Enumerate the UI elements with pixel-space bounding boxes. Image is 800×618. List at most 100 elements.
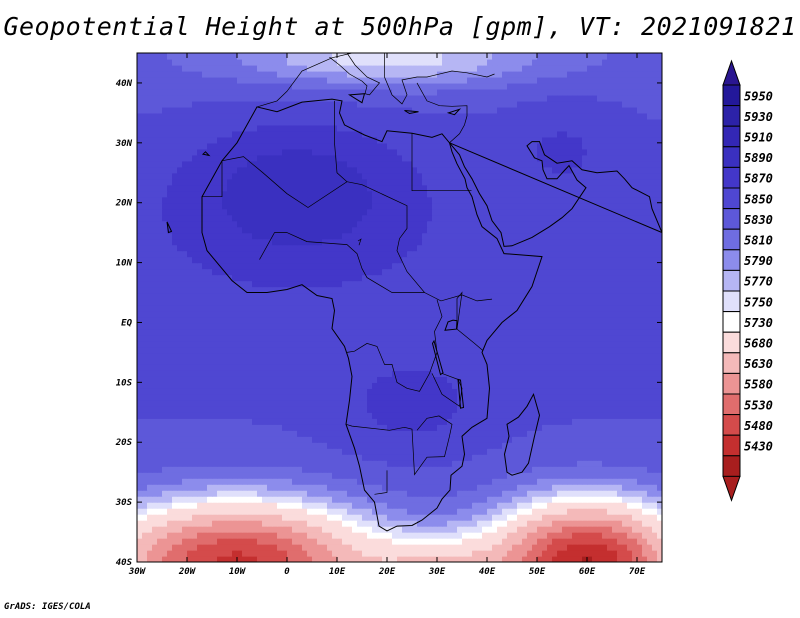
field-cell [432, 460, 438, 467]
field-cell [172, 460, 178, 467]
field-cell [172, 340, 178, 348]
field-cell [592, 292, 598, 300]
field-cell [217, 490, 223, 497]
field-cell [297, 406, 303, 413]
field-cell [307, 550, 313, 557]
field-cell [237, 550, 243, 557]
field-cell [632, 478, 638, 485]
field-cell [422, 286, 428, 294]
field-cell [582, 544, 588, 551]
field-cell [332, 442, 338, 449]
field-cell [397, 520, 403, 527]
field-cell [412, 298, 418, 306]
field-cell [272, 466, 278, 473]
field-cell [397, 448, 403, 455]
field-cell [342, 286, 348, 294]
field-cell [477, 496, 483, 503]
field-cell [377, 400, 383, 407]
field-cell [282, 550, 288, 557]
field-cell [437, 280, 443, 288]
field-cell [382, 442, 388, 449]
field-cell [627, 304, 633, 312]
field-cell [587, 346, 593, 354]
field-cell [147, 274, 153, 282]
field-cell [407, 478, 413, 485]
field-cell [187, 526, 193, 533]
field-cell [457, 430, 463, 437]
field-cell [232, 316, 238, 324]
field-cell [317, 460, 323, 467]
field-cell [287, 436, 293, 443]
field-cell [362, 484, 368, 491]
field-cell [267, 520, 273, 527]
field-cell [492, 340, 498, 348]
field-cell [192, 424, 198, 431]
field-cell [292, 466, 298, 473]
field-cell [307, 316, 313, 324]
field-cell [277, 310, 283, 318]
field-cell [627, 478, 633, 485]
field-cell [202, 472, 208, 479]
field-cell [202, 334, 208, 342]
field-cell [632, 364, 638, 371]
field-cell [587, 460, 593, 467]
field-cell [457, 436, 463, 443]
field-cell [147, 508, 153, 515]
field-cell [367, 394, 373, 401]
field-cell [557, 436, 563, 443]
field-cell [192, 430, 198, 437]
field-cell [412, 430, 418, 437]
field-cell [617, 442, 623, 449]
field-cell [547, 340, 553, 348]
field-cell [572, 430, 578, 437]
field-cell [332, 340, 338, 348]
field-cell [647, 424, 653, 431]
field-cell [157, 286, 163, 294]
field-cell [402, 388, 408, 395]
field-cell [472, 532, 478, 539]
field-cell [592, 412, 598, 419]
field-cell [607, 478, 613, 485]
field-cell [362, 514, 368, 521]
field-cell [257, 274, 263, 282]
field-cell [517, 496, 523, 503]
field-cell [457, 340, 463, 348]
field-cell [352, 520, 358, 527]
field-cell [642, 292, 648, 300]
field-cell [627, 430, 633, 437]
field-cell [442, 304, 448, 312]
field-cell [412, 304, 418, 312]
field-cell [432, 400, 438, 407]
field-cell [632, 304, 638, 312]
field-cell [347, 322, 353, 330]
field-cell [337, 526, 343, 533]
field-cell [142, 484, 148, 491]
field-cell [282, 406, 288, 413]
field-cell [482, 430, 488, 437]
field-cell [592, 508, 598, 515]
field-cell [427, 484, 433, 491]
field-cell [232, 298, 238, 306]
field-cell [502, 304, 508, 312]
field-cell [637, 286, 643, 294]
field-cell [567, 520, 573, 527]
field-cell [622, 460, 628, 467]
field-cell [477, 424, 483, 431]
field-cell [587, 550, 593, 557]
field-cell [252, 346, 258, 354]
field-cell [407, 544, 413, 551]
field-cell [457, 532, 463, 539]
field-cell [287, 466, 293, 473]
field-cell [547, 550, 553, 557]
field-cell [527, 370, 533, 377]
field-cell [657, 484, 662, 491]
field-cell [532, 334, 538, 342]
field-cell [322, 412, 328, 419]
field-cell [192, 472, 198, 479]
field-cell [137, 364, 143, 371]
field-cell [527, 478, 533, 485]
field-cell [567, 298, 573, 306]
field-cell [577, 448, 583, 455]
field-cell [227, 508, 233, 515]
field-cell [627, 382, 633, 389]
